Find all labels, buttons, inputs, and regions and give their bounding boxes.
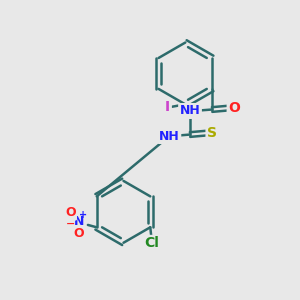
Text: NH: NH xyxy=(180,104,200,118)
Text: NH: NH xyxy=(159,130,180,142)
Text: O: O xyxy=(65,206,76,219)
Text: S: S xyxy=(207,126,217,140)
Text: O: O xyxy=(228,101,240,115)
Text: N: N xyxy=(74,215,84,228)
Text: O: O xyxy=(74,227,84,240)
Text: Cl: Cl xyxy=(144,236,159,250)
Text: +: + xyxy=(79,210,87,220)
Text: I: I xyxy=(165,100,170,114)
Text: −: − xyxy=(66,219,76,229)
